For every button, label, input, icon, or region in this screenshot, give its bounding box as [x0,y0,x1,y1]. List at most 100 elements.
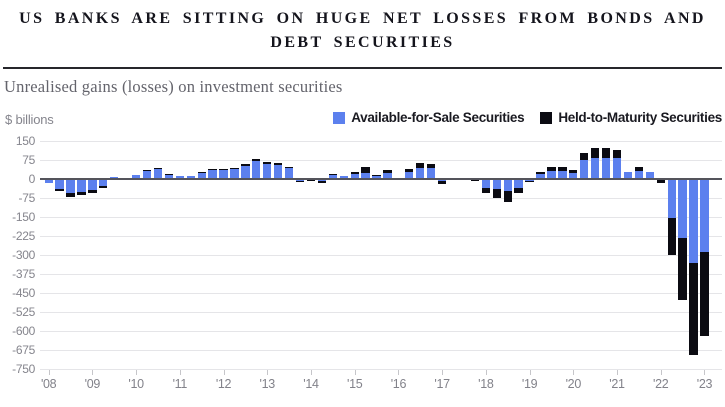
x-tick-mark-09 [92,370,94,375]
bar-2018-Q3-afs [503,179,512,191]
bar-2020-Q1-afs [569,173,578,179]
y-tick-label--75: -75 [18,191,36,205]
bar-2010-Q1-afs [131,174,141,179]
legend-label-htm: Held-to-Maturity Securities [558,110,722,125]
bar-2018-Q1-afs [481,179,490,189]
x-tick-label-15: '15 [346,377,363,391]
gridline--750 [40,368,722,370]
x-tick-mark-20 [573,370,575,375]
x-tick-label-08: '08 [40,377,57,391]
bar-2020-Q3-afs [591,157,600,179]
gridline--225 [40,235,722,237]
gridline--675 [40,349,722,351]
x-tick-mark-15 [354,370,356,375]
bar-2012-Q3-afs [241,165,250,179]
gridline--600 [40,330,722,332]
x-tick-mark-11 [179,370,181,375]
x-tick-label-18: '18 [478,377,494,391]
bar-2021-Q3-afs [634,170,644,179]
bar-2020-Q4-afs [601,158,611,179]
bar-2022-Q4-htm [689,262,698,356]
x-tick-label-16: '16 [390,377,407,391]
bar-2019-Q1-afs [525,179,534,182]
title-divider-rule [3,67,722,69]
bar-2015-Q3-afs [372,175,381,179]
bar-2014-Q3-htm [328,174,337,176]
x-tick-mark-19 [529,370,531,375]
x-tick-label-14: '14 [303,377,319,391]
bar-2013-Q1-afs [263,163,272,179]
bar-2018-Q3-htm [503,190,512,202]
bar-2022-Q3-htm [678,238,687,300]
bar-2010-Q2-afs [142,170,152,179]
legend-item-afs: Available-for-Sale Securities [333,110,525,125]
x-tick-label-11: '11 [172,377,188,391]
x-tick-label-17: '17 [434,377,450,391]
bar-2013-Q4-htm [295,180,305,182]
bar-2019-Q4-htm [558,166,567,171]
x-tick-label-22: '22 [653,377,669,391]
bar-2016-Q4-afs [427,167,436,179]
bar-2014-Q2-htm [317,180,327,183]
bar-2010-Q3-htm [153,168,163,170]
bar-2022-Q2-afs [667,179,676,219]
bar-2021-Q1-htm [612,150,622,158]
chart-subtitle: Unrealised gains (losses) on investment … [4,77,343,96]
x-tick-mark-13 [267,370,269,375]
bar-2019-Q1-htm [525,181,534,182]
bar-2009-Q3-afs [110,176,119,179]
x-tick-mark-23 [704,370,706,375]
bar-2011-Q3-afs [197,172,206,179]
bar-2013-Q2-afs [274,164,283,179]
bar-2008-Q4-afs [77,179,86,192]
bar-2008-Q1-afs [44,179,53,183]
y-tick-label--150: -150 [12,210,35,224]
bar-2018-Q4-htm [514,188,523,193]
bar-2023-Q1-htm [700,251,709,337]
x-tick-label-12: '12 [215,377,232,391]
bar-2020-Q1-htm [569,169,578,174]
htm-legend-swatch-icon [540,111,553,124]
y-tick-label-75: 75 [22,153,35,167]
bar-2015-Q2-afs [361,172,370,179]
y-tick-label-150: 150 [15,134,35,148]
bar-2011-Q2-afs [186,175,195,179]
bar-2013-Q3-afs [284,168,294,179]
gridline--450 [40,292,722,294]
gridline--300 [40,254,722,256]
gridline--75 [40,197,722,199]
bar-2012-Q2-htm [230,167,239,169]
afs-legend-swatch-icon [333,111,346,124]
bar-2021-Q4-afs [645,172,654,179]
bar-2011-Q3-htm [197,171,206,173]
x-tick-mark-22 [660,370,662,375]
y-tick-label--750: -750 [12,362,35,376]
bar-2009-Q1-htm [88,190,97,194]
gridline-75 [40,159,722,161]
bar-2016-Q2-htm [405,169,414,173]
bar-2012-Q4-afs [252,161,261,179]
bar-2022-Q4-afs [689,179,698,263]
x-tick-mark-08 [48,370,50,375]
bar-2011-Q4-htm [208,169,217,171]
bar-2013-Q1-htm [263,161,272,164]
x-tick-label-23: '23 [696,377,713,391]
chart-title: US BANKS ARE SITTING ON HUGE NET LOSSES … [0,7,725,55]
bar-2021-Q2-afs [623,172,633,179]
bar-2019-Q2-afs [536,174,545,179]
bar-2012-Q4-htm [252,159,261,162]
y-axis-unit-label: $ billions [5,112,54,127]
x-tick-mark-21 [617,370,618,375]
zero-baseline [40,178,722,180]
bar-2021-Q3-htm [634,167,644,171]
gridline-150 [40,140,722,142]
bar-2018-Q4-afs [514,179,523,189]
bar-2012-Q2-afs [230,168,239,179]
bar-2011-Q4-afs [208,170,217,179]
bar-2016-Q2-afs [405,172,414,179]
bar-2019-Q3-htm [547,167,556,171]
x-tick-label-13: '13 [259,377,276,391]
bar-2014-Q4-afs [339,175,348,179]
bar-2017-Q1-htm [437,181,447,185]
x-tick-label-20: '20 [565,377,582,391]
